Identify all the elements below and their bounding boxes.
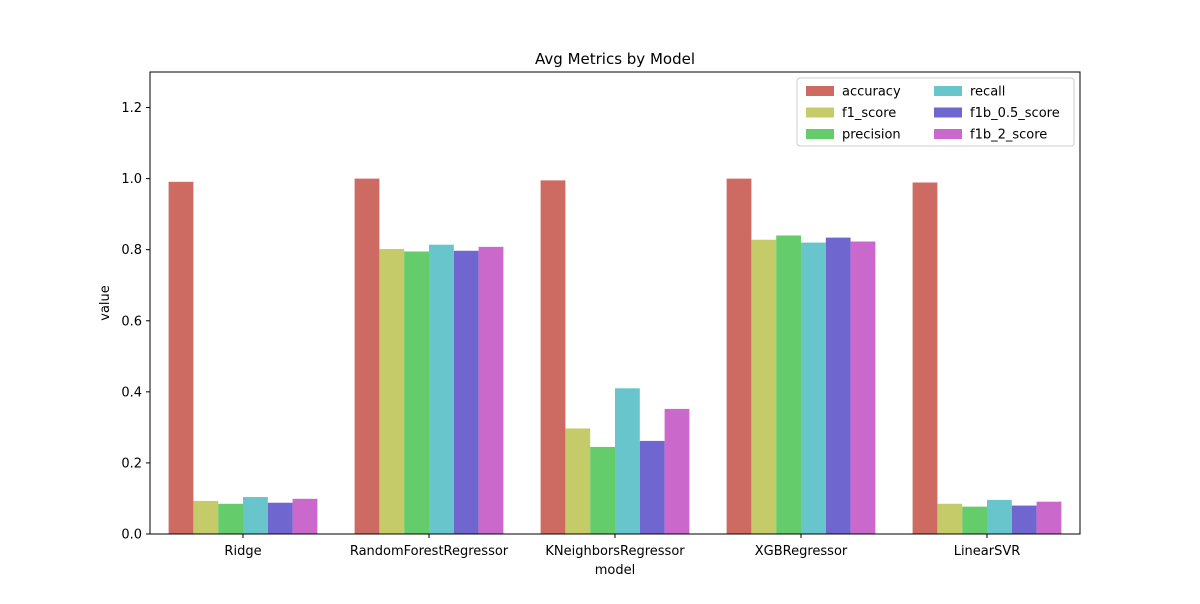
bar-f1b-2-score-xgbregressor bbox=[850, 241, 876, 534]
legend-label: recall bbox=[970, 85, 1005, 100]
bar-recall-xgbregressor bbox=[801, 242, 826, 534]
bar-recall-randomforestregressor bbox=[429, 244, 454, 534]
bar-f1-score-ridge bbox=[193, 500, 219, 534]
bar-f1b-0-5-score-kneighborsregressor bbox=[639, 440, 665, 534]
bar-precision-ridge bbox=[218, 503, 243, 534]
y-tick-label: 1.0 bbox=[121, 172, 142, 187]
y-tick-label: 0.4 bbox=[121, 385, 142, 400]
y-tick-label: 0.0 bbox=[121, 528, 142, 543]
chart-title: Avg Metrics by Model bbox=[535, 50, 695, 68]
legend-label: accuracy bbox=[842, 85, 901, 100]
bar-accuracy-xgbregressor bbox=[726, 178, 752, 534]
bar-f1b-0-5-score-xgbregressor bbox=[825, 237, 851, 535]
legend-label: f1b_0.5_score bbox=[970, 106, 1060, 121]
bar-accuracy-randomforestregressor bbox=[354, 178, 380, 534]
bar-precision-linearsvr bbox=[962, 506, 987, 534]
bar-f1b-0-5-score-linearsvr bbox=[1011, 505, 1037, 534]
x-tick-label: RandomForestRegressor bbox=[350, 544, 509, 559]
bar-f1b-2-score-ridge bbox=[292, 498, 318, 534]
bar-f1b-0-5-score-randomforestregressor bbox=[453, 250, 479, 534]
legend-swatch bbox=[806, 129, 834, 139]
bar-precision-randomforestregressor bbox=[404, 251, 429, 534]
bar-precision-kneighborsregressor bbox=[590, 446, 615, 534]
bar-recall-kneighborsregressor bbox=[615, 388, 640, 534]
y-tick-label: 0.8 bbox=[121, 243, 142, 258]
legend-swatch bbox=[934, 86, 962, 96]
legend: accuracy f1_score precision recall f1b_0.5_s… bbox=[796, 77, 1075, 147]
legend-swatch bbox=[806, 107, 834, 118]
x-tick-label: XGBRegressor bbox=[755, 544, 848, 559]
legend-label: f1_score bbox=[842, 106, 896, 121]
legend-swatch bbox=[934, 107, 962, 118]
bar-f1b-2-score-kneighborsregressor bbox=[664, 408, 690, 534]
legend-swatch bbox=[934, 129, 962, 139]
y-tick-label: 0.2 bbox=[121, 456, 142, 471]
y-tick-label: 0.6 bbox=[121, 314, 142, 329]
bar-recall-ridge bbox=[243, 497, 268, 534]
bar-f1-score-kneighborsregressor bbox=[565, 428, 591, 534]
bar-accuracy-kneighborsregressor bbox=[540, 180, 566, 534]
bar-f1b-2-score-linearsvr bbox=[1036, 501, 1062, 534]
y-tick-label: 1.2 bbox=[121, 101, 142, 116]
x-axis-title: model bbox=[595, 563, 635, 578]
bar-precision-xgbregressor bbox=[776, 235, 801, 535]
bar-f1-score-randomforestregressor bbox=[379, 248, 405, 535]
bar-accuracy-ridge bbox=[168, 181, 194, 534]
bar-f1b-2-score-randomforestregressor bbox=[478, 246, 504, 534]
legend-label: precision bbox=[842, 128, 901, 143]
x-tick-label: KNeighborsRegressor bbox=[545, 544, 685, 559]
bar-recall-linearsvr bbox=[987, 499, 1012, 534]
bar-f1-score-xgbregressor bbox=[751, 239, 777, 535]
y-axis-title: value bbox=[98, 285, 113, 321]
legend-label: f1b_2_score bbox=[970, 128, 1047, 143]
bar-f1b-0-5-score-ridge bbox=[267, 502, 293, 534]
x-tick-label: LinearSVR bbox=[954, 544, 1021, 559]
bar-accuracy-linearsvr bbox=[912, 182, 938, 534]
axes-layer: 0.0 0.2 0.4 0.6 0.8 1.0 1.2 Ridge RandomForestRe… bbox=[121, 71, 1081, 559]
bars-layer bbox=[168, 178, 1062, 535]
legend-swatch bbox=[806, 86, 834, 96]
x-tick-label: Ridge bbox=[224, 544, 261, 559]
bar-f1-score-linearsvr bbox=[937, 503, 963, 534]
